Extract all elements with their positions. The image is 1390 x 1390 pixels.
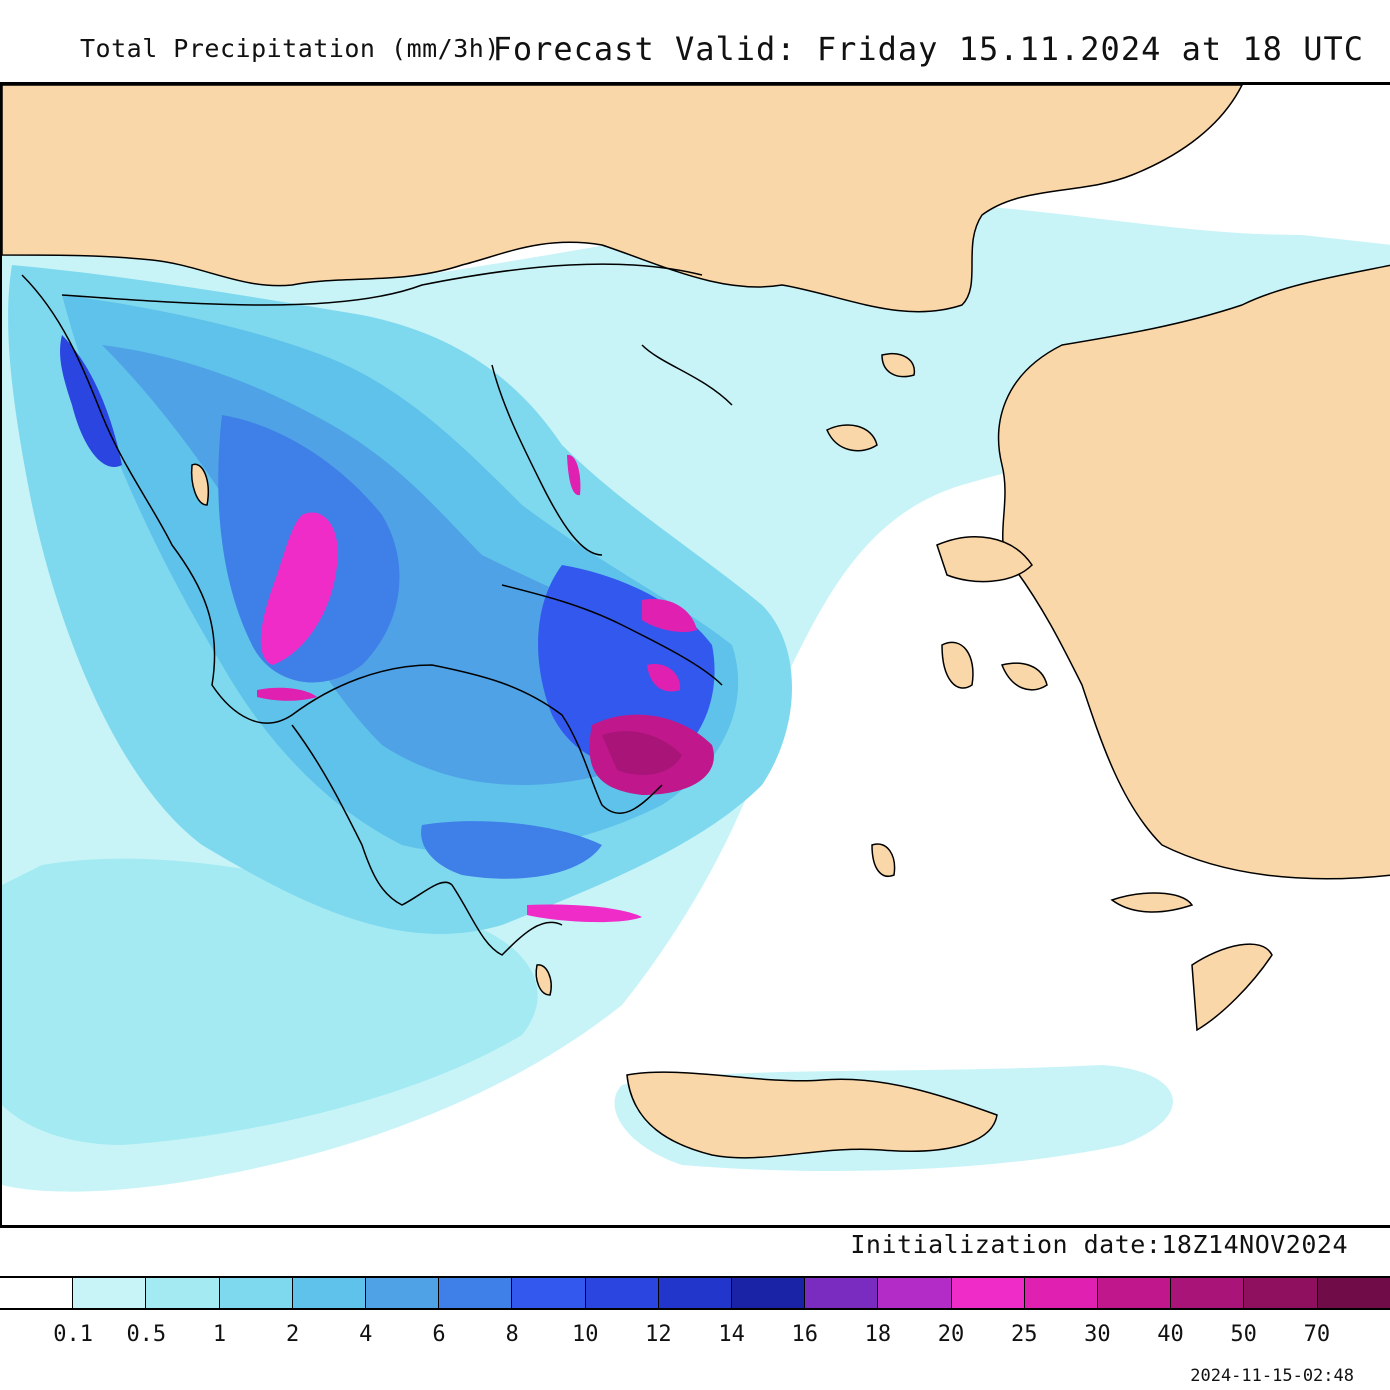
initialization-date: Initialization date:18Z14NOV2024	[850, 1230, 1348, 1259]
colorbar-tick-label: 12	[645, 1322, 672, 1347]
colorbar-swatch	[292, 1278, 367, 1308]
turkey-anatolia	[997, 264, 1390, 880]
colorbar-swatch	[878, 1278, 952, 1308]
lemnos	[826, 424, 878, 452]
colorbar-tick-label: 14	[718, 1322, 745, 1347]
colorbar-swatch	[1024, 1278, 1099, 1308]
colorbar-tick-label: 0.1	[53, 1322, 94, 1347]
colorbar	[0, 1276, 1390, 1310]
colorbar-tick-label: 0.5	[126, 1322, 167, 1347]
corfu-area	[190, 463, 209, 506]
colorbar-swatch	[146, 1278, 220, 1308]
colorbar-swatch	[512, 1278, 586, 1308]
colorbar-tick-label: 30	[1084, 1322, 1111, 1347]
colorbar-swatch	[1317, 1278, 1390, 1308]
colorbar-tick-label: 16	[791, 1322, 818, 1347]
naxos	[871, 843, 896, 877]
map-canvas	[2, 85, 1390, 1192]
colorbar-tick-label: 20	[937, 1322, 965, 1347]
map-title: Total Precipitation (mm/3h)	[80, 34, 500, 63]
coastlines	[21, 263, 733, 956]
colorbar-swatch	[658, 1278, 733, 1308]
colorbar-swatch	[585, 1278, 659, 1308]
balkans-mainland	[2, 85, 1243, 313]
colorbar-tick-label: 2	[286, 1322, 300, 1347]
colorbar-tick-label: 10	[572, 1322, 599, 1347]
colorbar-swatch	[73, 1278, 147, 1308]
colorbar-swatch	[1171, 1278, 1245, 1308]
forecast-valid-time: Forecast Valid: Friday 15.11.2024 at 18 …	[492, 30, 1364, 68]
lesbos	[936, 536, 1033, 583]
colorbar-tick-label: 1	[212, 1322, 227, 1347]
crete	[626, 1071, 998, 1159]
colorbar-swatch	[1098, 1278, 1172, 1308]
colorbar-tick-label: 40	[1157, 1322, 1184, 1347]
precip-heavy-areas	[257, 454, 714, 923]
colorbar-swatch	[366, 1278, 440, 1308]
colorbar-swatch	[0, 1278, 74, 1308]
generation-timestamp: 2024-11-15-02:48	[1190, 1366, 1354, 1386]
colorbar-tick-label: 8	[505, 1322, 519, 1347]
colorbar-swatch	[951, 1278, 1025, 1308]
chios	[941, 641, 974, 689]
kos	[1110, 892, 1194, 913]
kythira	[535, 964, 552, 996]
header: Total Precipitation (mm/3h) Forecast Val…	[0, 0, 1390, 82]
land-areas	[2, 85, 1390, 1159]
colorbar-swatch	[439, 1278, 513, 1308]
precipitation-map	[0, 82, 1390, 1228]
thasos	[881, 353, 916, 378]
colorbar-swatch	[732, 1278, 806, 1308]
rhodes	[1191, 943, 1273, 1032]
colorbar-tick-label: 6	[432, 1322, 446, 1347]
colorbar-swatch	[805, 1278, 879, 1308]
samos	[1000, 662, 1048, 691]
colorbar-tick-label: 50	[1230, 1322, 1257, 1347]
colorbar-tick-label: 25	[1010, 1322, 1038, 1347]
colorbar-tick-label: 18	[864, 1322, 892, 1347]
colorbar-swatch	[1244, 1278, 1318, 1308]
colorbar-tick-label: 4	[359, 1322, 373, 1347]
colorbar-tick-label: 70	[1303, 1322, 1331, 1347]
colorbar-swatch	[219, 1278, 293, 1308]
colorbar-labels: 0.1 0.5 1 2 4 6 8 10 12 14 16 18 20 25 30 40 50 70	[0, 1322, 1390, 1352]
